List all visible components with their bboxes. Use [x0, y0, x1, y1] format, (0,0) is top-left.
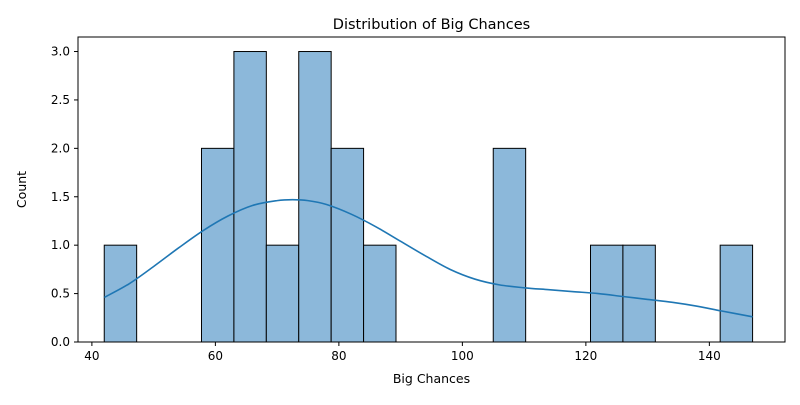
x-axis-ticks: 40 60 80 100 120 140	[84, 342, 721, 363]
x-tick-label: 60	[208, 349, 223, 363]
y-tick-label: 2.0	[51, 141, 70, 155]
histogram-bar	[622, 244, 656, 343]
histogram-bar	[233, 51, 267, 343]
histogram-bar	[298, 51, 332, 343]
bars-layer	[103, 51, 754, 343]
y-tick-label: 1.0	[51, 238, 70, 252]
y-tick-label: 3.0	[51, 45, 70, 59]
histogram-bar	[363, 244, 397, 343]
kde-layer	[103, 198, 753, 318]
histogram-bar	[265, 244, 300, 343]
histogram-bar	[200, 147, 235, 343]
histogram-bar	[330, 147, 365, 343]
x-tick-label: 120	[574, 349, 597, 363]
x-tick-label: 140	[698, 349, 721, 363]
x-tick-label: 100	[451, 349, 474, 363]
axes-frame	[77, 36, 786, 343]
histogram-bar	[719, 244, 754, 343]
histogram-bar	[492, 147, 527, 343]
chart-title: Distribution of Big Chances	[333, 17, 530, 33]
x-tick-label: 40	[84, 349, 99, 363]
x-tick-label: 80	[331, 349, 346, 363]
y-axis-ticks: 0.0 0.5 1.0 1.5 2.0 2.5 3.0	[51, 45, 78, 349]
y-tick-label: 0.0	[51, 335, 70, 349]
y-tick-label: 2.5	[51, 93, 70, 107]
kde-curve	[103, 198, 753, 318]
y-tick-label: 1.5	[51, 190, 70, 204]
y-tick-label: 0.5	[51, 287, 70, 301]
y-axis-label: Count	[14, 171, 29, 208]
x-axis-label: Big Chances	[393, 371, 470, 386]
histogram-bar	[103, 244, 138, 343]
